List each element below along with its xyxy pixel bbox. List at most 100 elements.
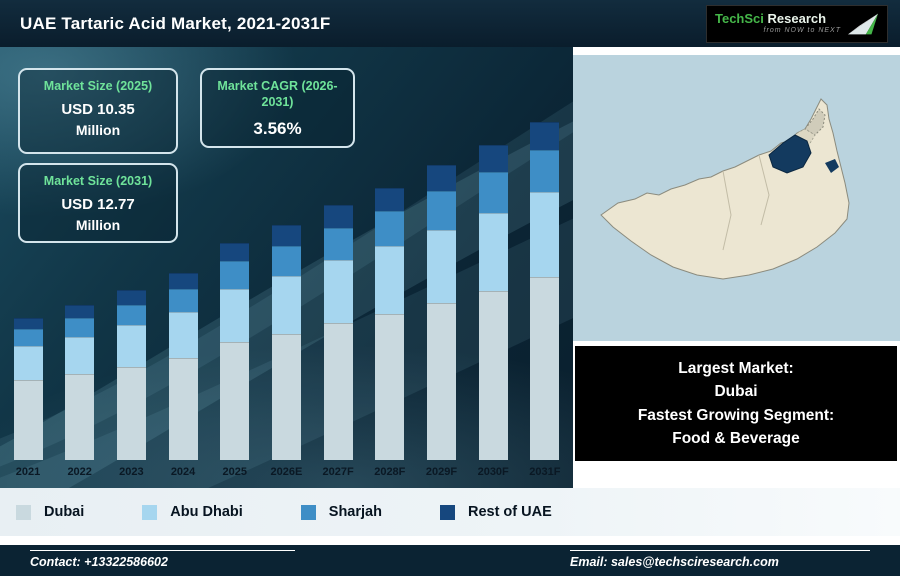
bar-segment-abu-dhabi bbox=[116, 325, 146, 367]
bar-segment-dubai bbox=[13, 380, 43, 460]
stacked-bar bbox=[65, 305, 95, 460]
bar-segment-sharjah bbox=[427, 191, 456, 230]
legend-label: Dubai bbox=[44, 504, 85, 520]
bar-segment-dubai bbox=[65, 374, 95, 460]
footer-email: Email: sales@techsciresearch.com bbox=[570, 550, 870, 569]
callout-line: Food & Beverage bbox=[672, 429, 800, 447]
bar-segment-dubai bbox=[375, 313, 405, 460]
bar-segment-sharjah bbox=[65, 317, 95, 337]
callout-line: Dubai bbox=[714, 383, 758, 401]
uae-map bbox=[600, 98, 850, 280]
legend-label: Sharjah bbox=[328, 504, 382, 520]
bar-column: 2024 bbox=[165, 272, 201, 483]
legend-item: Dubai bbox=[16, 504, 84, 520]
uae-map-panel bbox=[573, 55, 900, 341]
bar-segment-dubai bbox=[116, 366, 146, 460]
bar-segment-rest-of-uae bbox=[220, 242, 250, 262]
logo-text: TechSci Research from NOW to NEXT bbox=[715, 11, 841, 35]
stacked-bar bbox=[116, 290, 146, 460]
bar-segment-rest-of-uae bbox=[375, 187, 405, 212]
bar-segment-rest-of-uae bbox=[530, 121, 560, 150]
bar-segment-abu-dhabi bbox=[220, 288, 250, 343]
legend-swatch bbox=[300, 504, 316, 520]
stat-market-size-2025: Market Size (2025) USD 10.35 Million bbox=[18, 68, 178, 154]
bar-segment-abu-dhabi bbox=[530, 192, 560, 278]
x-axis-label: 2022 bbox=[67, 466, 92, 478]
bar-column: 2026E bbox=[268, 225, 304, 482]
stat-value: USD 10.35 bbox=[61, 100, 135, 118]
stacked-bar bbox=[220, 242, 250, 460]
x-axis-label: 2029F bbox=[425, 466, 458, 478]
legend-swatch bbox=[439, 504, 455, 520]
x-axis-label: 2024 bbox=[170, 466, 196, 478]
bar-column: 2023 bbox=[113, 290, 149, 482]
bar-segment-dubai bbox=[220, 342, 250, 460]
chart-legend: Dubai Abu Dhabi Sharjah Rest of UAE bbox=[0, 488, 900, 536]
bar-segment-sharjah bbox=[116, 304, 146, 326]
bar-segment-abu-dhabi bbox=[323, 260, 353, 324]
bar-segment-rest-of-uae bbox=[13, 317, 43, 329]
stat-market-size-2031: Market Size (2031) USD 12.77 Million bbox=[18, 163, 178, 243]
bar-segment-sharjah bbox=[375, 211, 405, 246]
stat-label: Market Size (2031) bbox=[43, 174, 153, 188]
bar-segment-rest-of-uae bbox=[427, 165, 456, 192]
page-title: UAE Tartaric Acid Market, 2021-2031F bbox=[20, 13, 331, 33]
bar-segment-sharjah bbox=[271, 245, 301, 276]
header-bar: UAE Tartaric Acid Market, 2021-2031F Tec… bbox=[0, 0, 900, 47]
bar-column: 2022 bbox=[62, 305, 98, 482]
bar-segment-dubai bbox=[530, 277, 560, 460]
bar-segment-rest-of-uae bbox=[65, 305, 95, 318]
hatta-exclave bbox=[825, 159, 839, 173]
bar-segment-dubai bbox=[427, 302, 456, 460]
x-axis-label: 2028F bbox=[374, 466, 406, 478]
bar-segment-abu-dhabi bbox=[271, 275, 301, 334]
key-facts-callout: Largest Market: Dubai Fastest Growing Se… bbox=[575, 346, 897, 461]
bar-segment-abu-dhabi bbox=[478, 212, 508, 291]
stat-market-cagr: Market CAGR (2026-2031) 3.56% bbox=[200, 68, 355, 148]
stacked-bar bbox=[168, 272, 198, 460]
legend-item: Sharjah bbox=[300, 504, 382, 520]
footer-bar: Contact: +13322586602 Email: sales@techs… bbox=[0, 545, 900, 576]
bar-segment-dubai bbox=[168, 358, 198, 460]
bar-segment-sharjah bbox=[13, 328, 43, 346]
x-axis-label: 2027F bbox=[322, 466, 354, 478]
logo-tagline: from NOW to NEXT bbox=[763, 26, 841, 34]
footer-contact: Contact: +13322586602 bbox=[30, 550, 295, 569]
x-axis-label: 2025 bbox=[222, 466, 247, 478]
x-axis-label: 2026E bbox=[270, 466, 303, 478]
bar-segment-abu-dhabi bbox=[65, 336, 95, 374]
logo-brand-secondary: Research bbox=[767, 11, 827, 26]
bar-column: 2025 bbox=[217, 242, 253, 483]
stacked-bar bbox=[271, 225, 301, 460]
bar-column: 2028F bbox=[372, 187, 408, 483]
stacked-bar bbox=[478, 145, 508, 460]
stat-value: 3.56% bbox=[253, 119, 302, 139]
bar-segment-sharjah bbox=[168, 288, 198, 312]
legend-swatch bbox=[142, 504, 158, 520]
stacked-bar bbox=[13, 317, 43, 460]
paper-plane-icon bbox=[847, 13, 879, 34]
legend-label: Rest of UAE bbox=[467, 504, 552, 520]
bar-column: 2029F bbox=[424, 165, 460, 482]
bar-segment-abu-dhabi bbox=[168, 311, 198, 359]
bar-segment-abu-dhabi bbox=[375, 245, 405, 314]
stacked-bar bbox=[530, 121, 560, 460]
stat-label: Market CAGR (2026-2031) bbox=[217, 79, 338, 109]
bar-column: 2031F bbox=[527, 121, 563, 483]
stat-unit: Million bbox=[75, 121, 121, 138]
bar-segment-abu-dhabi bbox=[13, 345, 43, 381]
bar-segment-sharjah bbox=[220, 261, 250, 289]
bar-column: 2021 bbox=[10, 317, 46, 483]
stat-unit: Million bbox=[75, 216, 121, 233]
bar-segment-rest-of-uae bbox=[478, 145, 508, 172]
techsci-logo: TechSci Research from NOW to NEXT bbox=[706, 4, 888, 43]
x-axis-label: 2031F bbox=[529, 466, 561, 478]
bar-segment-rest-of-uae bbox=[323, 205, 353, 228]
legend-label: Abu Dhabi bbox=[170, 504, 243, 520]
bar-segment-sharjah bbox=[530, 149, 560, 193]
bar-segment-dubai bbox=[323, 323, 353, 460]
x-axis-label: 2030F bbox=[477, 466, 509, 478]
bar-segment-sharjah bbox=[323, 228, 353, 261]
legend-item: Abu Dhabi bbox=[142, 504, 243, 520]
